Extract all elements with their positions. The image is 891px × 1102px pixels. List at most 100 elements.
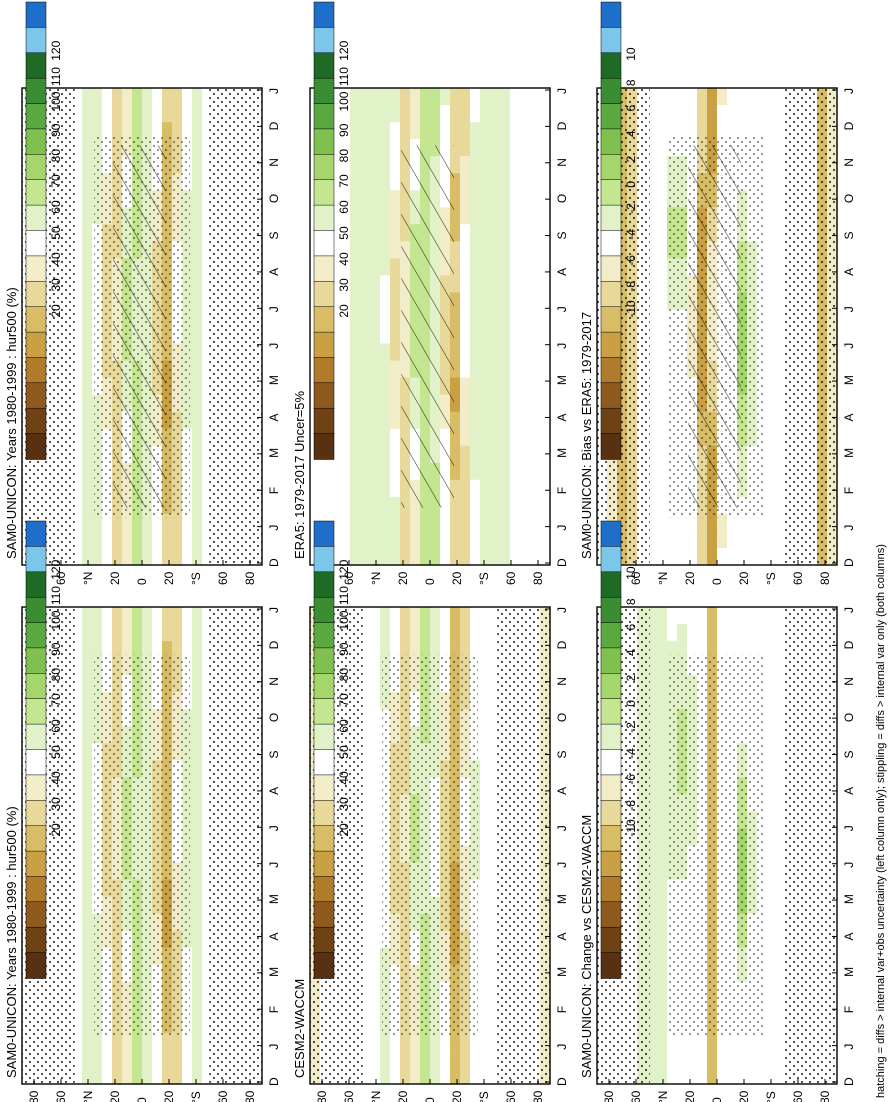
- heatmap-cell: [707, 122, 718, 140]
- heatmap-cell: [370, 360, 381, 379]
- heatmap-cell: [470, 462, 481, 481]
- heatmap-cell: [192, 445, 203, 464]
- heatmap-cell: [470, 530, 481, 549]
- colorbar-swatch: [25, 27, 47, 54]
- heatmap-cell: [72, 896, 83, 915]
- heatmap-cell: [330, 411, 341, 430]
- heatmap-cell: [450, 496, 461, 515]
- heatmap-cell: [717, 1067, 728, 1085]
- heatmap-cell: [657, 394, 668, 413]
- heatmap-cell: [360, 326, 371, 345]
- heatmap-cell: [192, 530, 203, 549]
- colorbar-label: 10: [624, 47, 638, 61]
- heatmap-cell: [390, 241, 401, 259]
- heatmap-cell: [410, 88, 421, 106]
- heatmap-cell: [480, 241, 491, 259]
- heatmap-cell: [490, 275, 501, 293]
- heatmap-cell: [657, 947, 668, 966]
- heatmap-cell: [192, 326, 203, 345]
- heatmap-cell: [767, 1015, 778, 1034]
- heatmap-cell: [360, 173, 371, 191]
- colorbar-swatch: [600, 901, 622, 928]
- heatmap-cell: [480, 760, 491, 778]
- heatmap-cell: [82, 760, 93, 778]
- heatmap-cell: [82, 998, 93, 1017]
- heatmap-cell: [440, 105, 451, 123]
- heatmap-cell: [480, 173, 491, 191]
- lat-tick-label: 60: [54, 571, 68, 585]
- heatmap-cell: [360, 1015, 371, 1034]
- heatmap-cell: [490, 624, 501, 642]
- colorbar-label: -10: [624, 819, 638, 837]
- heatmap-cell: [717, 88, 728, 106]
- lat-tick-label: 60: [504, 571, 518, 585]
- heatmap-cell: [460, 173, 471, 191]
- heatmap-cell: [202, 607, 213, 625]
- heatmap-cell: [480, 207, 491, 225]
- heatmap-cell: [647, 1015, 658, 1034]
- colorbar-swatch: [25, 850, 47, 878]
- colorbar-swatch: [25, 673, 47, 700]
- month-tick-label: J: [842, 1044, 856, 1050]
- heatmap-cell: [72, 913, 83, 932]
- heatmap-cell: [360, 964, 371, 983]
- heatmap-cell: [520, 207, 531, 225]
- month-tick-label: J: [555, 607, 569, 613]
- heatmap-cell: [647, 981, 658, 1000]
- heatmap-cell: [370, 513, 381, 532]
- heatmap-cell: [777, 377, 788, 396]
- heatmap-cell: [470, 139, 481, 157]
- heatmap-cell: [370, 156, 381, 174]
- heatmap-cell: [360, 258, 371, 276]
- heatmap-cell: [450, 309, 461, 328]
- heatmap-cell: [350, 479, 361, 498]
- panel-title: SAM0-UNICON: Years 1980-1999 : hur500 (%…: [4, 287, 19, 559]
- heatmap-cell: [192, 241, 203, 259]
- heatmap-cell: [390, 624, 401, 642]
- heatmap-cell: [192, 896, 203, 915]
- heatmap-cell: [500, 275, 511, 293]
- heatmap-cell: [350, 88, 361, 106]
- heatmap-cell: [510, 258, 521, 276]
- lat-tick-label: 20: [683, 1090, 697, 1102]
- heatmap-cell: [647, 530, 658, 549]
- colorbar-label: 4: [624, 130, 638, 137]
- heatmap-cell: [777, 675, 788, 693]
- heatmap-cell: [540, 258, 551, 276]
- heatmap-cell: [530, 275, 541, 293]
- heatmap-cell: [647, 760, 658, 778]
- heatmap-cell: [202, 947, 213, 966]
- heatmap-cell: [440, 641, 451, 659]
- colorbar-swatch: [600, 382, 622, 409]
- heatmap-cell: [162, 1067, 173, 1085]
- heatmap-cell: [82, 173, 93, 191]
- heatmap-cell: [647, 845, 658, 864]
- heatmap-cell: [480, 360, 491, 379]
- heatmap-cell: [520, 445, 531, 464]
- heatmap-cell: [102, 530, 113, 549]
- heatmap-cell: [677, 641, 688, 659]
- colorbar-swatch: [25, 647, 47, 675]
- heatmap-cell: [707, 624, 718, 642]
- heatmap-cell: [202, 241, 213, 259]
- heatmap-cell: [480, 913, 491, 932]
- month-tick-label: M: [267, 375, 281, 385]
- heatmap-cell: [657, 896, 668, 915]
- colorbar-swatch: [25, 800, 47, 827]
- heatmap-cell: [192, 607, 203, 625]
- heatmap-cell: [390, 88, 401, 106]
- heatmap-cell: [430, 122, 441, 140]
- heatmap-cell: [450, 275, 461, 293]
- heatmap-cell: [72, 530, 83, 549]
- heatmap-cell: [202, 190, 213, 208]
- heatmap-cell: [647, 548, 658, 566]
- heatmap-cell: [777, 930, 788, 949]
- heatmap-cell: [360, 496, 371, 515]
- heatmap-cell: [460, 326, 471, 345]
- heatmap-cell: [72, 658, 83, 676]
- heatmap-cell: [490, 1032, 501, 1051]
- heatmap-cell: [667, 513, 678, 532]
- heatmap-cell: [380, 1067, 391, 1085]
- heatmap-cell: [657, 641, 668, 659]
- heatmap-cell: [340, 360, 351, 379]
